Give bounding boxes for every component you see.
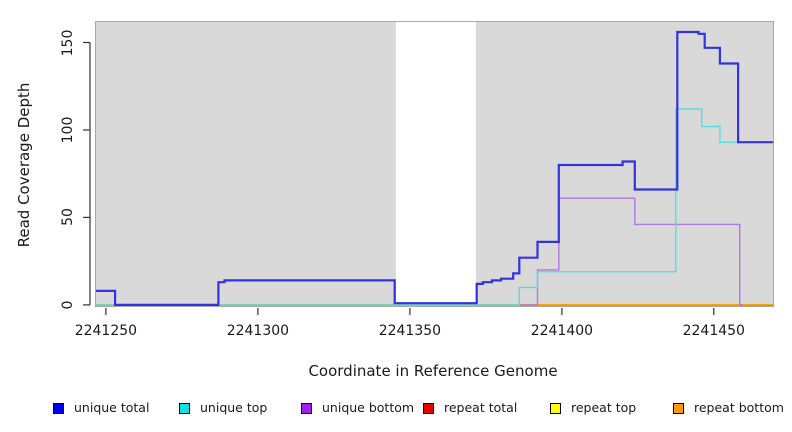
legend-swatch [423, 402, 434, 414]
x-tick-label: 2241450 [682, 323, 745, 339]
y-tick-label: 0 [60, 300, 76, 310]
legend: unique total unique top unique bottom repea… [0, 399, 792, 419]
legend-item-unique-bottom: unique bottom [301, 399, 414, 417]
legend-label: unique top [200, 400, 268, 415]
x-tick-label: 2241250 [74, 323, 138, 339]
legend-item-repeat-top: repeat top [550, 399, 636, 417]
legend-swatch [53, 402, 64, 414]
legend-swatch [179, 402, 190, 414]
axes [83, 41, 715, 315]
legend-item-repeat-bottom: repeat bottom [673, 399, 784, 417]
y-tick-label: 100 [60, 116, 76, 144]
x-axis-label: Coordinate in Reference Genome [308, 362, 558, 380]
legend-label: repeat top [571, 400, 637, 415]
y-tick-label: 150 [60, 29, 76, 56]
x-tick-label: 2241400 [530, 323, 594, 339]
legend-swatch [673, 402, 684, 414]
legend-label: unique total [74, 400, 150, 415]
y-axis-label: Read Coverage Depth [15, 82, 33, 248]
x-tick-label: 2241300 [226, 323, 290, 339]
series-unique-total [95, 30, 774, 306]
masked-gap-band [395, 22, 476, 306]
legend-item-unique-total: unique total [53, 399, 149, 417]
legend-label: unique bottom [322, 400, 415, 415]
legend-label: repeat total [444, 400, 518, 415]
gap-white-rect [395, 22, 476, 306]
legend-label: repeat bottom [694, 400, 784, 415]
legend-swatch [550, 402, 561, 414]
legend-swatch [301, 402, 312, 414]
legend-item-repeat-total: repeat total [423, 399, 517, 417]
panel-border [95, 21, 774, 307]
x-tick-label: 2241350 [378, 323, 442, 339]
y-tick-label: 50 [60, 208, 76, 227]
legend-item-unique-top: unique top [179, 399, 267, 417]
